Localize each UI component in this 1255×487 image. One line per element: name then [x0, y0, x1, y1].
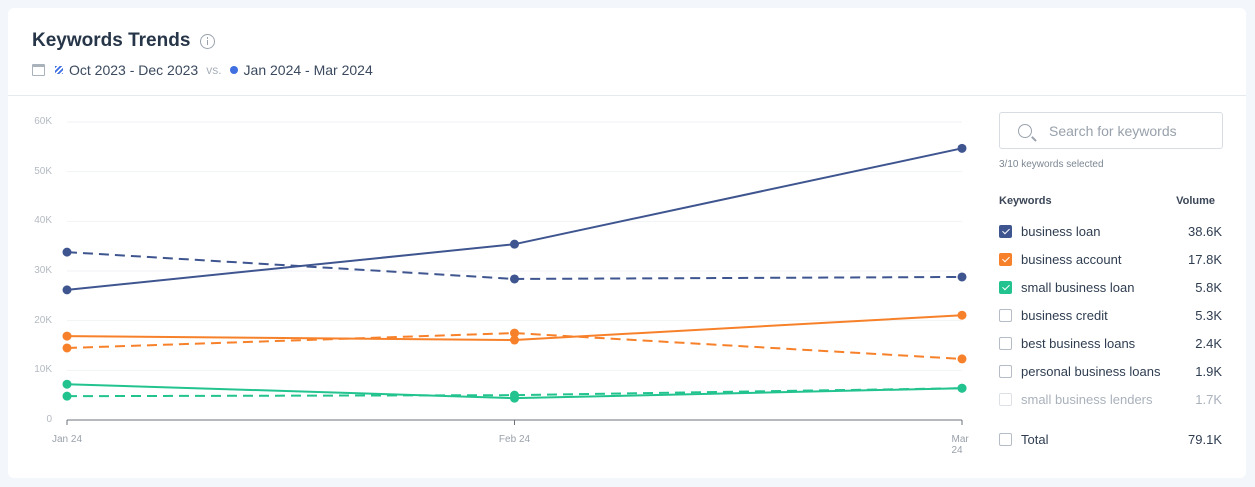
keyword-row[interactable]: business credit 5.3K	[999, 301, 1223, 329]
data-point[interactable]	[957, 354, 967, 364]
data-point[interactable]	[62, 247, 72, 257]
data-point[interactable]	[62, 343, 72, 353]
total-checkbox[interactable]	[999, 432, 1012, 446]
keyword-label: business account	[1021, 251, 1122, 267]
col-volume: Volume	[1176, 195, 1215, 207]
keyword-row[interactable]: personal business loans 1.9K	[999, 357, 1223, 385]
previous-period-hatch-icon	[55, 66, 63, 74]
keyword-label: business credit	[1021, 307, 1108, 323]
series-line	[66, 387, 963, 398]
total-row[interactable]: Total 79.1K	[999, 425, 1223, 453]
previous-range[interactable]: Oct 2023 - Dec 2023	[69, 62, 199, 78]
keyword-volume: 38.6K	[1188, 223, 1222, 239]
keyword-volume: 1.9K	[1195, 363, 1222, 379]
data-point[interactable]	[510, 239, 519, 249]
keyword-checkbox[interactable]	[999, 364, 1012, 378]
data-point[interactable]	[957, 310, 967, 320]
keyword-list: business loan 38.6K business account 17.8K s…	[999, 217, 1223, 413]
keyword-row[interactable]: small business loan 5.8K	[999, 273, 1223, 301]
keyword-checkbox[interactable]	[999, 336, 1012, 350]
data-point[interactable]	[62, 391, 72, 401]
keyword-sidebar: 3/10 keywords selected Keywords Volume b…	[999, 112, 1223, 453]
keywords-trends-card: Keywords Trends Oct 2023 - Dec 2023 vs. …	[8, 8, 1246, 478]
keyword-checkbox[interactable]	[999, 308, 1012, 322]
keyword-volume: 5.8K	[1195, 279, 1222, 295]
calendar-icon[interactable]	[32, 64, 45, 76]
keyword-checkbox[interactable]	[999, 252, 1012, 266]
x-tick-label: Jan 24	[51, 434, 83, 445]
search-icon	[1018, 123, 1032, 138]
keyword-checkbox[interactable]	[999, 280, 1012, 294]
keyword-row[interactable]: business loan 38.6K	[999, 217, 1223, 245]
data-point[interactable]	[510, 274, 519, 284]
total-label: Total	[1021, 431, 1049, 447]
keyword-label: small business lenders	[1021, 391, 1153, 407]
data-point[interactable]	[62, 285, 72, 295]
search-box[interactable]	[999, 112, 1223, 149]
keyword-volume: 17.8K	[1188, 251, 1222, 267]
data-point[interactable]	[510, 390, 519, 400]
keyword-label: small business loan	[1021, 279, 1135, 295]
info-icon[interactable]	[200, 33, 216, 49]
keyword-row[interactable]: best business loans 2.4K	[999, 329, 1223, 357]
vs-label: vs.	[206, 63, 222, 77]
y-tick-label: 60K	[34, 116, 52, 127]
x-tick-label: Mar 24	[951, 434, 969, 456]
y-tick-label: 10K	[34, 364, 52, 376]
y-tick-label: 50K	[34, 165, 52, 177]
keyword-label: personal business loans	[1021, 363, 1161, 379]
keyword-label: best business loans	[1021, 335, 1136, 351]
keyword-checkbox[interactable]	[999, 224, 1012, 238]
line-chart: 0 10K 20K 30K 40K 50K 60K Jan 24 Feb 24 Mar 24	[8, 96, 983, 476]
date-range-row: Oct 2023 - Dec 2023 vs. Jan 2024 - Mar 2…	[32, 62, 373, 78]
current-period-dot-icon	[229, 66, 238, 74]
y-tick-label: 0	[46, 414, 52, 425]
search-input[interactable]	[1049, 122, 1219, 139]
keyword-volume: 1.7K	[1195, 391, 1222, 407]
data-point[interactable]	[957, 272, 967, 282]
col-keywords: Keywords	[999, 195, 1052, 207]
current-range[interactable]: Jan 2024 - Mar 2024	[243, 62, 373, 78]
data-point[interactable]	[510, 328, 519, 338]
total-volume: 79.1K	[1188, 431, 1222, 447]
selected-count: 3/10 keywords selected	[999, 159, 1104, 170]
data-point[interactable]	[62, 331, 72, 341]
series-line	[66, 332, 963, 360]
y-tick-label: 40K	[34, 215, 52, 227]
data-point[interactable]	[957, 383, 967, 393]
x-tick-label: Feb 24	[498, 434, 531, 445]
keyword-label: business loan	[1021, 223, 1101, 239]
page-title: Keywords Trends	[32, 30, 216, 52]
card-header: Keywords Trends Oct 2023 - Dec 2023 vs. …	[8, 8, 1246, 96]
data-point[interactable]	[62, 379, 72, 389]
keyword-table-header: Keywords Volume	[999, 195, 1223, 207]
data-point[interactable]	[957, 143, 967, 153]
keyword-row[interactable]: small business lenders 1.7K	[999, 385, 1223, 413]
y-tick-label: 30K	[34, 265, 52, 276]
series-line	[66, 147, 963, 291]
data-point[interactable]	[510, 335, 519, 345]
keyword-volume: 5.3K	[1195, 307, 1222, 323]
keyword-row[interactable]: business account 17.8K	[999, 245, 1223, 273]
keyword-volume: 2.4K	[1195, 335, 1222, 351]
title-text: Keywords Trends	[32, 30, 191, 51]
chart-plot	[62, 121, 967, 425]
y-tick-label: 20K	[34, 314, 52, 326]
keyword-checkbox[interactable]	[999, 392, 1012, 406]
